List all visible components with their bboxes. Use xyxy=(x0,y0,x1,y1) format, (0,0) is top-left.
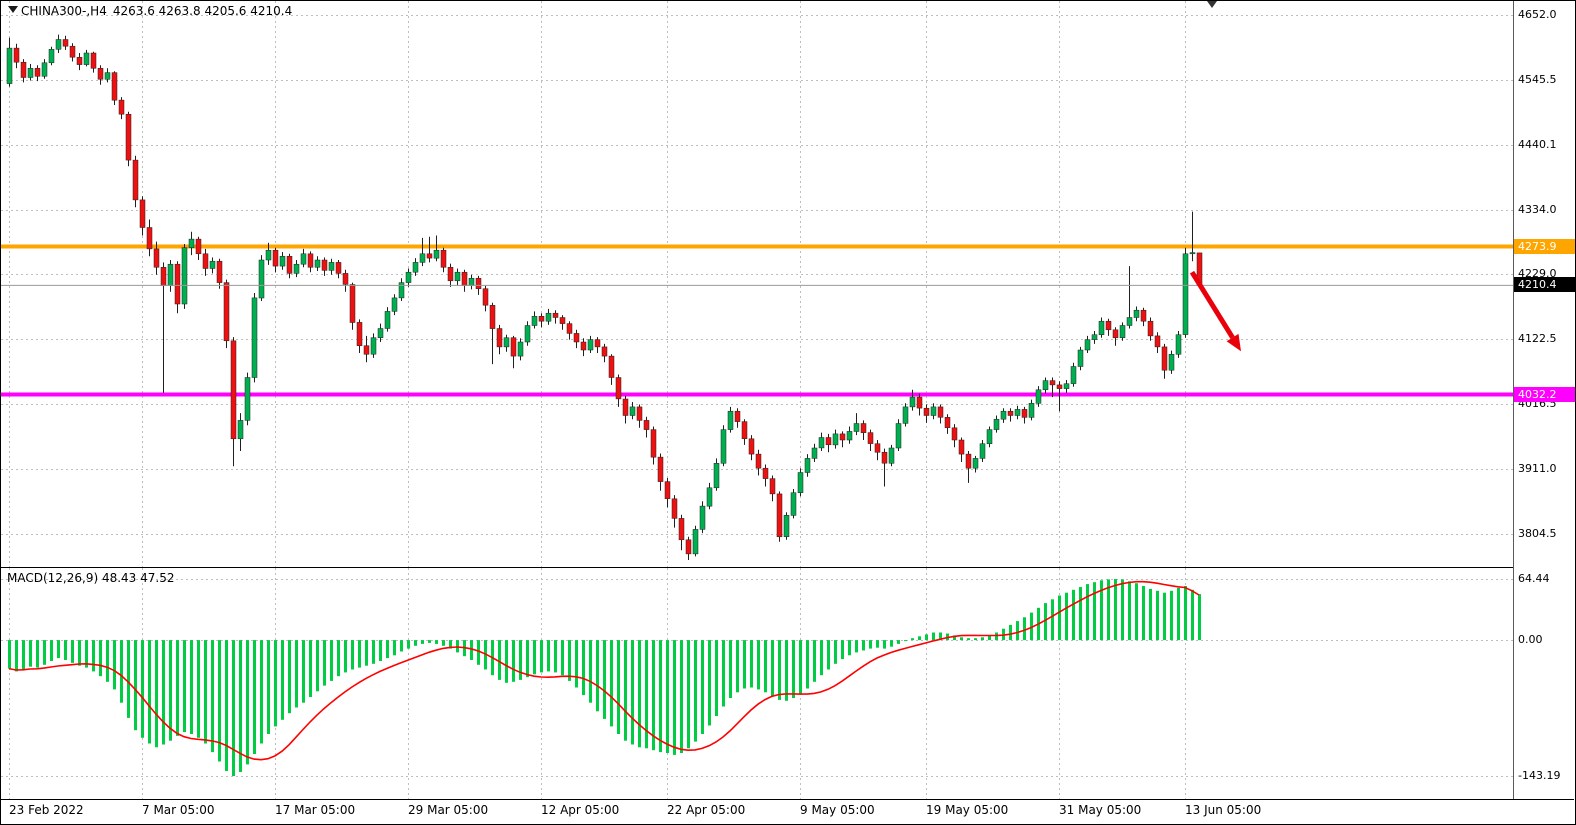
macd-histogram xyxy=(8,579,1201,776)
price-axis-label: 4652.0 xyxy=(1518,8,1557,21)
price-chart-canvas[interactable] xyxy=(1,1,1513,567)
support-price-tag: 4032.2 xyxy=(1514,386,1575,402)
macd-pane[interactable] xyxy=(1,568,1513,799)
current-price-tag: 4210.4 xyxy=(1514,277,1575,293)
pane-separator[interactable] xyxy=(1,567,1574,568)
symbol-timeframe: CHINA300-,H4 xyxy=(21,4,107,18)
price-axis-label: 4122.5 xyxy=(1518,332,1557,346)
time-axis[interactable]: 23 Feb 2022 7 Mar 05:00 17 Mar 05:00 29 Mar… xyxy=(1,800,1574,823)
chart-shift-marker-icon xyxy=(1207,1,1217,8)
price-axis-label: 4334.0 xyxy=(1518,202,1557,216)
symbol-ohlc-label: CHINA300-,H4 4263.6 4263.8 4205.6 4210.4 xyxy=(21,4,298,18)
symbol-marker-icon xyxy=(8,6,18,13)
time-axis-label: 29 Mar 05:00 xyxy=(408,803,489,817)
time-axis-label: 31 May 05:00 xyxy=(1059,803,1142,817)
macd-axis-label: 64.44 xyxy=(1518,571,1550,585)
time-axis-label: 9 May 05:00 xyxy=(800,803,875,817)
time-axis-label: 19 May 05:00 xyxy=(926,803,1009,817)
macd-axis-label: -143.19 xyxy=(1518,768,1561,782)
price-axis-label: 4440.1 xyxy=(1518,137,1557,151)
main-grid xyxy=(1,1,1513,567)
macd-canvas[interactable] xyxy=(1,568,1513,799)
time-axis-separator xyxy=(1,799,1574,800)
macd-signal-line xyxy=(8,580,1200,761)
time-axis-label: 17 Mar 05:00 xyxy=(275,803,356,817)
main-chart-pane[interactable] xyxy=(1,1,1513,567)
time-axis-label: 13 Jun 05:00 xyxy=(1185,803,1262,817)
price-axis-label: 4229.0 xyxy=(1518,267,1557,281)
ohlc-values: 4263.6 4263.8 4205.6 4210.4 xyxy=(112,4,293,18)
time-axis-label: 23 Feb 2022 xyxy=(9,803,84,817)
price-axis-label: 3911.0 xyxy=(1518,461,1557,475)
macd-axis-label: 0.00 xyxy=(1518,633,1543,647)
price-axis-label: 3804.5 xyxy=(1518,527,1557,540)
time-axis-label: 7 Mar 05:00 xyxy=(142,803,215,817)
macd-indicator-label: MACD(12,26,9) 48.43 47.52 xyxy=(7,571,175,585)
resistance-price-tag: 4273.9 xyxy=(1514,238,1575,254)
time-axis-label: 12 Apr 05:00 xyxy=(541,803,620,817)
price-axis-label: 4545.5 xyxy=(1518,73,1557,87)
trend-arrow[interactable] xyxy=(1189,270,1241,352)
price-axis[interactable]: 4652.0 4545.5 4440.1 4334.0 4229.0 4122.5 4016… xyxy=(1513,1,1575,799)
candles-layer xyxy=(6,34,1203,560)
time-axis-label: 22 Apr 05:00 xyxy=(667,803,746,817)
